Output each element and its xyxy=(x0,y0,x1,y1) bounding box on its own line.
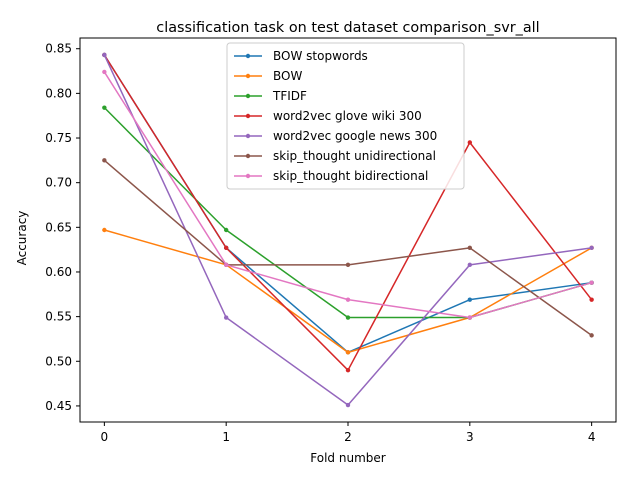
legend-marker xyxy=(245,73,251,79)
y-tick-label: 0.50 xyxy=(45,354,72,368)
legend-marker xyxy=(245,153,251,159)
plot-area xyxy=(102,52,594,408)
data-point xyxy=(589,280,594,285)
legend-item: BOW stopwords xyxy=(234,49,368,63)
x-tick-label: 4 xyxy=(588,430,596,444)
legend-frame xyxy=(226,42,465,190)
data-point xyxy=(102,227,107,233)
data-point xyxy=(102,69,107,75)
y-tick-label: 0.80 xyxy=(45,86,72,100)
x-tick-label: 0 xyxy=(101,430,109,444)
data-point xyxy=(345,262,351,268)
legend-marker xyxy=(245,113,251,119)
data-point xyxy=(467,262,473,268)
x-tick-label: 2 xyxy=(344,430,352,444)
legend-item: skip_thought unidirectional xyxy=(234,149,436,163)
x-axis: 0 1 2 3 4 xyxy=(101,422,596,444)
legend-marker xyxy=(245,53,251,59)
legend-label: BOW xyxy=(273,69,302,83)
data-point xyxy=(345,368,351,373)
legend-marker xyxy=(245,93,251,99)
data-point xyxy=(223,227,229,233)
legend-label: TFIDF xyxy=(272,89,307,103)
data-point xyxy=(467,297,473,302)
y-axis-label: Accuracy xyxy=(15,211,29,266)
legend: BOW stopwords BOW TFIDF word2vec glove wiki… xyxy=(226,42,465,190)
y-tick-label: 0.85 xyxy=(45,42,72,56)
data-point xyxy=(102,158,107,163)
data-point xyxy=(467,140,473,145)
x-tick-label: 1 xyxy=(222,430,230,444)
axes-frame xyxy=(79,37,617,423)
legend-marker xyxy=(245,133,251,139)
legend-item: TFIDF xyxy=(234,89,307,103)
series-6 xyxy=(102,69,594,320)
legend-item: word2vec glove wiki 300 xyxy=(234,109,422,123)
legend-item: skip_thought bidirectional xyxy=(234,169,428,183)
x-axis-label: Fold number xyxy=(310,451,385,465)
data-point xyxy=(467,245,473,251)
data-point xyxy=(223,245,229,251)
legend-label: word2vec google news 300 xyxy=(273,129,437,143)
data-point xyxy=(589,297,594,302)
data-point xyxy=(102,52,107,58)
data-point xyxy=(589,245,594,251)
data-point xyxy=(223,262,229,268)
y-tick-label: 0.55 xyxy=(45,310,72,324)
y-tick-label: 0.65 xyxy=(45,220,72,234)
series-1 xyxy=(102,227,594,355)
data-point xyxy=(345,350,351,355)
legend-item: BOW xyxy=(234,69,302,83)
data-point xyxy=(345,402,351,408)
chart-title: classification task on test dataset comp… xyxy=(156,20,539,36)
data-point xyxy=(345,315,351,320)
data-point xyxy=(102,105,107,110)
legend-label: word2vec glove wiki 300 xyxy=(273,109,422,123)
legend-marker xyxy=(245,173,251,179)
y-axis: 0.45 0.50 0.55 0.60 0.65 0.70 0.75 0.80 0.85 xyxy=(45,42,80,413)
data-point xyxy=(589,333,594,338)
series-line xyxy=(104,229,593,354)
x-tick-label: 3 xyxy=(466,430,474,444)
data-point xyxy=(467,315,473,320)
legend-item: word2vec google news 300 xyxy=(234,129,437,143)
y-tick-label: 0.75 xyxy=(45,131,72,145)
legend-label: skip_thought unidirectional xyxy=(273,149,436,163)
legend-label: BOW stopwords xyxy=(273,49,368,63)
y-tick-label: 0.45 xyxy=(45,399,72,413)
legend-label: skip_thought bidirectional xyxy=(273,169,428,183)
y-tick-label: 0.60 xyxy=(45,265,72,279)
data-point xyxy=(345,297,351,302)
data-point xyxy=(223,315,229,320)
y-tick-label: 0.70 xyxy=(45,176,72,190)
